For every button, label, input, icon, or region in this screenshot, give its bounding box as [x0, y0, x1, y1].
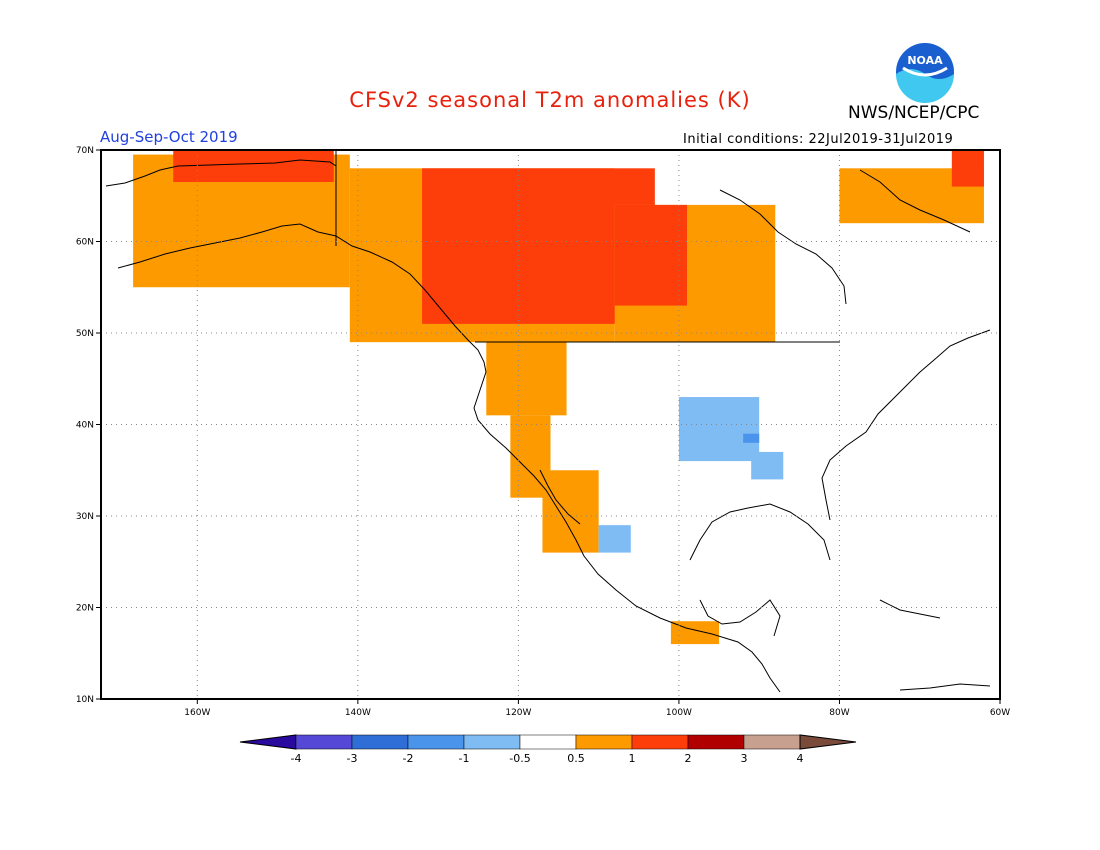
y-tick-label: 10N: [76, 695, 94, 705]
y-tick-label: 40N: [76, 421, 94, 431]
logo-text: NOAA: [907, 54, 943, 67]
colorbar-box: [351, 734, 409, 750]
anomaly-regions: [133, 150, 984, 645]
x-tick-label: 100W: [666, 708, 692, 718]
colorbar-box: [743, 734, 801, 750]
anomaly-region: [486, 342, 567, 416]
anomaly-region: [598, 525, 631, 553]
season-label: Aug-Sep-Oct 2019: [100, 128, 238, 146]
anomaly-region: [614, 204, 687, 306]
coastlines: [105, 150, 991, 693]
anomaly-region: [173, 150, 334, 183]
noaa-logo: NOAA: [894, 41, 956, 103]
anomaly-region: [743, 433, 760, 443]
longitude-ticks: 160W 140W 120W 100W 80W 60W: [184, 699, 1010, 718]
x-tick-label: 80W: [829, 708, 849, 718]
colorbar-box: [687, 734, 745, 750]
anomaly-region: [542, 470, 599, 553]
colorbar-label: -2: [403, 752, 414, 765]
colorbar-label: -0.5: [509, 752, 530, 765]
colorbar-label: 2: [685, 752, 692, 765]
x-tick-label: 140W: [345, 708, 371, 718]
colorbar-box: [631, 734, 689, 750]
latitude-ticks: 10N 20N 30N 40N 50N 60N 70N: [76, 146, 101, 705]
colorbar-label: -3: [347, 752, 358, 765]
anomaly-region: [751, 451, 784, 480]
agency-label: NWS/NCEP/CPC: [848, 103, 980, 123]
colorbar-box: [575, 734, 633, 750]
colorbar-label: -1: [459, 752, 470, 765]
x-tick-label: 60W: [990, 708, 1010, 718]
colorbar-label: 1: [629, 752, 636, 765]
colorbar-box: [407, 734, 465, 750]
colorbar-box: [519, 734, 577, 750]
colorbar-arrow-right: [799, 734, 857, 750]
map-title: CFSv2 seasonal T2m anomalies (K): [349, 88, 751, 112]
colorbar-box: [295, 734, 353, 750]
colorbar-label: 4: [797, 752, 804, 765]
initial-conditions-label: Initial conditions: 22Jul2019-31Jul2019: [683, 132, 954, 147]
anomaly-region: [678, 397, 760, 462]
x-tick-label: 120W: [505, 708, 531, 718]
colorbar-label: -4: [291, 752, 302, 765]
x-tick-label: 160W: [184, 708, 210, 718]
colorbar-box: [463, 734, 521, 750]
colorbar-label: 0.5: [567, 752, 585, 765]
anomaly-region: [951, 150, 984, 187]
colorbar-arrow-left: [239, 734, 297, 750]
y-tick-label: 20N: [76, 604, 94, 614]
colorbar-label: 3: [741, 752, 748, 765]
y-tick-label: 30N: [76, 512, 94, 522]
y-tick-label: 60N: [76, 238, 94, 248]
y-tick-label: 70N: [76, 146, 94, 156]
y-tick-label: 50N: [76, 329, 94, 339]
